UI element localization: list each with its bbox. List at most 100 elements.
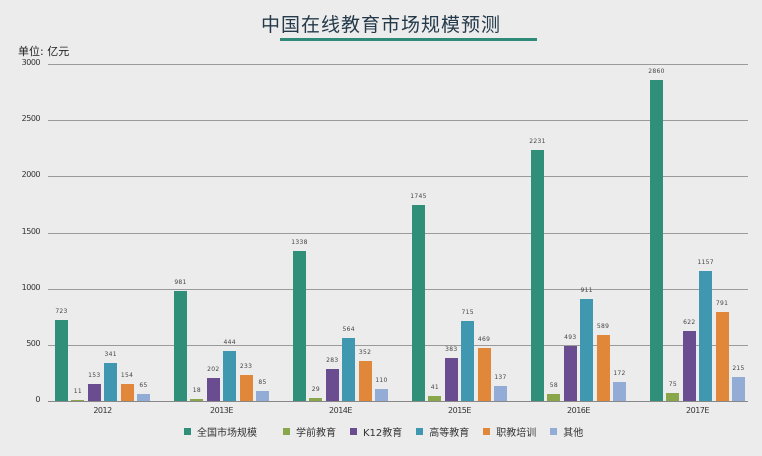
y-tick-label: 1500 — [21, 226, 41, 236]
data-label: 383 — [445, 345, 458, 353]
legend-item: 职教培训 — [483, 424, 536, 439]
data-label: 352 — [358, 349, 372, 357]
data-label: 723 — [55, 307, 68, 315]
legend-swatch — [350, 428, 357, 435]
data-label: 493 — [564, 333, 577, 341]
bar-5 — [375, 388, 388, 401]
data-label: 444 — [223, 339, 236, 347]
y-tick-label: 1000 — [21, 282, 41, 292]
legend: 全国市场规模 学前教育 K12教育 高等教育 职教培训 其他 — [184, 424, 597, 439]
data-label: 2860 — [648, 67, 665, 75]
legend-label: 职教培训 — [496, 428, 537, 439]
bar-0 — [531, 150, 544, 401]
data-label: 137 — [494, 373, 507, 381]
bar-4 — [715, 312, 729, 401]
bar-2 — [325, 369, 339, 401]
bar-1 — [547, 394, 561, 401]
bar-4 — [477, 348, 491, 401]
bar-1 — [190, 398, 204, 401]
legend-label: 其他 — [563, 428, 584, 439]
bar-0 — [412, 204, 425, 401]
y-tick-label: 0 — [35, 395, 40, 404]
bar-2 — [444, 357, 458, 401]
gridline — [48, 120, 748, 122]
bar-3 — [580, 298, 594, 401]
data-label: 791 — [715, 300, 729, 308]
data-label: 233 — [239, 362, 253, 370]
bar-1 — [428, 396, 442, 401]
data-label: 153 — [88, 371, 101, 379]
legend-swatch — [416, 428, 424, 435]
data-label: 981 — [174, 278, 187, 286]
data-label: 65 — [139, 381, 148, 389]
x-tick-label: 2014E — [329, 406, 352, 415]
x-tick-label: 2016E — [567, 406, 590, 415]
legend-item: 全国市场规模 — [184, 424, 257, 439]
bar-5 — [732, 376, 745, 401]
legend-label: K12教育 — [363, 428, 403, 439]
x-tick-label: 2013E — [210, 406, 233, 415]
gridline — [48, 176, 748, 178]
data-label: 85 — [258, 379, 267, 387]
data-label: 1157 — [697, 259, 714, 267]
data-label: 283 — [326, 357, 339, 365]
bar-0 — [55, 319, 68, 401]
bar-4 — [596, 334, 610, 401]
legend-swatch — [283, 428, 290, 435]
bar-5 — [137, 393, 150, 401]
data-label: 469 — [477, 336, 491, 344]
bar-5 — [613, 381, 626, 401]
gridline — [48, 288, 748, 290]
data-label: 41 — [430, 384, 440, 392]
bar-2 — [87, 383, 101, 401]
legend-label: 高等教育 — [429, 428, 470, 439]
x-tick-label: 2012 — [93, 406, 112, 415]
x-tick-label: 2017E — [686, 406, 709, 415]
bar-1 — [71, 399, 85, 401]
data-label: 589 — [596, 322, 610, 330]
bar-1 — [309, 397, 323, 401]
title-underline — [280, 38, 537, 41]
gridline — [48, 64, 748, 65]
legend-item: 学前教育 — [283, 424, 336, 439]
y-tick-label: 3000 — [21, 58, 41, 67]
y-tick-label: 500 — [26, 338, 40, 348]
data-label: 2231 — [529, 138, 546, 146]
legend-label: 全国市场规模 — [197, 428, 257, 439]
bar-2 — [682, 331, 696, 401]
bar-2 — [206, 378, 220, 401]
bar-0 — [174, 290, 187, 401]
bar-5 — [256, 391, 269, 401]
gridline — [48, 232, 748, 234]
data-label: 202 — [207, 366, 220, 374]
unit-label: 单位: 亿元 — [18, 45, 70, 58]
bar-3 — [223, 351, 237, 401]
data-label: 622 — [683, 319, 696, 327]
bar-0 — [650, 79, 663, 401]
x-tick-label: 2015E — [448, 406, 471, 415]
bar-4 — [120, 383, 134, 401]
legend-item: 高等教育 — [416, 424, 469, 439]
y-tick-label: 2000 — [21, 170, 41, 180]
bar-3 — [104, 362, 118, 401]
legend-label: 学前教育 — [296, 428, 336, 439]
data-label: 18 — [192, 386, 202, 394]
bar-4 — [239, 374, 253, 401]
data-label: 58 — [549, 382, 559, 390]
data-label: 564 — [342, 325, 355, 333]
data-label: 75 — [668, 380, 678, 388]
legend-item: 其他 — [550, 424, 583, 439]
bar-2 — [563, 345, 577, 401]
data-label: 911 — [580, 286, 593, 294]
data-label: 29 — [311, 385, 321, 393]
data-label: 341 — [104, 350, 117, 358]
legend-swatch — [184, 428, 191, 435]
data-label: 1745 — [410, 192, 427, 200]
legend-item: K12教育 — [350, 424, 402, 439]
bar-3 — [699, 271, 713, 401]
bar-0 — [293, 250, 306, 401]
legend-swatch — [550, 428, 558, 435]
bar-3 — [342, 337, 356, 401]
chart-title: 中国在线教育市场规模预测 — [260, 14, 501, 36]
